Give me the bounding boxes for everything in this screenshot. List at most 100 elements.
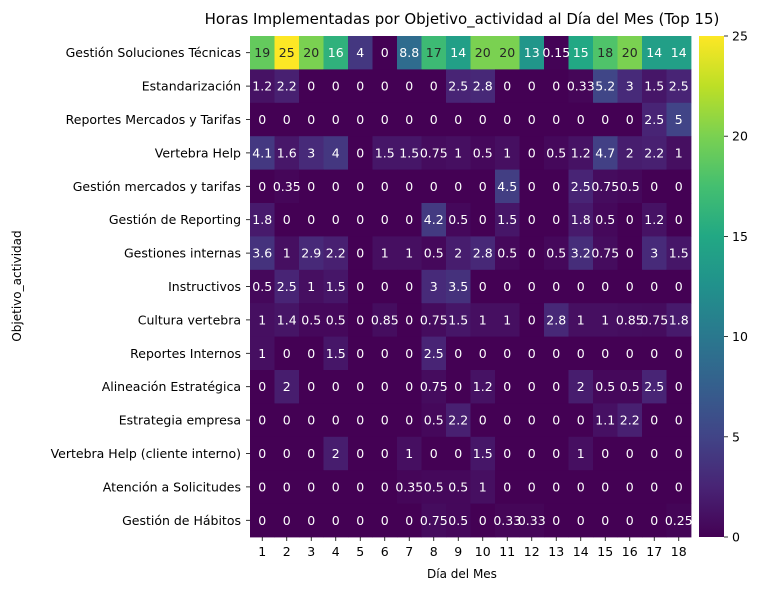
heatmap-cell	[519, 269, 545, 304]
cell-value-label: 0	[552, 212, 560, 227]
cell-value-label: 1.5	[448, 312, 468, 327]
cell-value-label: 0	[626, 279, 634, 294]
cell-value-label: 2.5	[644, 112, 664, 127]
heatmap-cell	[666, 102, 692, 137]
cell-value-label: 0	[454, 112, 462, 127]
y-tick-label: Vertebra Help (cliente interno)	[51, 446, 241, 461]
cell-value-label: 0	[577, 479, 585, 494]
cell-value-label: 1	[454, 145, 462, 160]
cell-value-label: 0	[356, 179, 364, 194]
x-tick-label: 4	[332, 544, 340, 559]
cell-value-label: 1.5	[326, 346, 346, 361]
heatmap-cell	[593, 203, 618, 237]
heatmap-cell	[642, 36, 667, 70]
heatmap-cell	[397, 136, 422, 170]
heatmap-cell	[593, 470, 618, 504]
heatmap-cell	[495, 470, 520, 504]
heatmap-cell	[372, 236, 398, 271]
heatmap-cell	[250, 102, 275, 137]
heatmap-cell	[323, 203, 349, 237]
cell-value-label: 0	[577, 513, 585, 528]
heatmap-cell	[348, 236, 373, 271]
heatmap-cell	[274, 403, 300, 438]
heatmap-cell	[617, 36, 643, 70]
cell-value-label: 2.2	[620, 413, 640, 428]
cell-value-label: 0.5	[473, 145, 493, 160]
heatmap-cell	[544, 69, 569, 104]
cell-value-label: 20	[499, 45, 515, 60]
cell-value-label: 0.75	[420, 312, 448, 327]
cell-value-label: 0	[626, 513, 634, 528]
cell-value-label: 0	[307, 479, 315, 494]
cell-value-label: 0	[258, 413, 266, 428]
cell-value-label: 0	[626, 346, 634, 361]
cell-value-label: 0	[332, 379, 340, 394]
heatmap-cell	[323, 336, 349, 371]
heatmap-cell	[470, 303, 496, 337]
heatmap-cell	[666, 136, 692, 170]
heatmap-cell	[323, 503, 349, 538]
heatmap-cell	[348, 69, 373, 104]
cell-value-label: 0.33	[493, 513, 521, 528]
y-tick-label: Gestión mercados y tarifas	[73, 179, 241, 194]
cell-value-label: 0	[552, 179, 560, 194]
cell-value-label: 0	[675, 212, 683, 227]
heatmap-cell	[617, 169, 643, 204]
x-tick-label: 18	[671, 544, 687, 559]
heatmap-cell	[470, 470, 496, 504]
heatmap-cell	[568, 69, 594, 104]
heatmap-cell	[544, 336, 569, 371]
heatmap-cell	[666, 236, 692, 271]
heatmap-cell	[421, 503, 447, 538]
heatmap-cell	[421, 336, 447, 371]
x-tick-label: 14	[573, 544, 589, 559]
cell-value-label: 0.15	[542, 45, 570, 60]
heatmap-cell	[470, 236, 496, 271]
heatmap-cell	[372, 336, 398, 371]
heatmap-cell	[642, 102, 667, 137]
x-tick-label: 17	[646, 544, 662, 559]
heatmap-cell	[274, 236, 300, 271]
heatmap-cell	[495, 370, 520, 404]
cell-value-label: 1	[283, 246, 291, 261]
cell-value-label: 0	[258, 112, 266, 127]
cell-value-label: 1.5	[375, 145, 395, 160]
cell-value-label: 0	[454, 379, 462, 394]
cell-value-label: 0	[577, 279, 585, 294]
cell-value-label: 0.5	[326, 312, 346, 327]
heatmap-cell	[617, 503, 643, 538]
cell-value-label: 3	[650, 246, 658, 261]
cell-value-label: 5.2	[595, 79, 615, 94]
cell-value-label: 1	[577, 312, 585, 327]
heatmap-cell	[593, 336, 618, 371]
cell-value-label: 14	[671, 45, 687, 60]
cell-value-label: 0	[528, 279, 536, 294]
cell-value-label: 0	[381, 513, 389, 528]
cell-value-label: 0.75	[591, 179, 619, 194]
heatmap-cell	[348, 470, 373, 504]
x-axis-label: Día del Mes	[427, 567, 497, 581]
heatmap-cell	[372, 136, 398, 170]
heatmap-cells	[250, 36, 692, 538]
heatmap-cell	[372, 102, 398, 137]
heatmap-cell	[446, 102, 471, 137]
heatmap-cell	[348, 436, 373, 471]
heatmap-cell	[666, 269, 692, 304]
cell-value-label: 0	[479, 346, 487, 361]
colorbar-tick-label: 5	[732, 429, 740, 444]
heatmap-cell	[470, 169, 496, 204]
heatmap-cell	[323, 69, 349, 104]
cell-value-label: 0.5	[301, 312, 321, 327]
heatmap-cell	[348, 403, 373, 438]
cell-value-label: 0	[552, 346, 560, 361]
cell-value-label: 0	[258, 513, 266, 528]
heatmap-cell	[593, 303, 618, 337]
cell-value-label: 3	[430, 279, 438, 294]
cell-value-label: 0	[381, 212, 389, 227]
heatmap-cell	[519, 102, 545, 137]
heatmap-cell	[323, 436, 349, 471]
cell-value-label: 0	[650, 479, 658, 494]
heatmap-cell	[323, 269, 349, 304]
cell-value-label: 0	[381, 79, 389, 94]
cell-value-label: 0	[650, 446, 658, 461]
